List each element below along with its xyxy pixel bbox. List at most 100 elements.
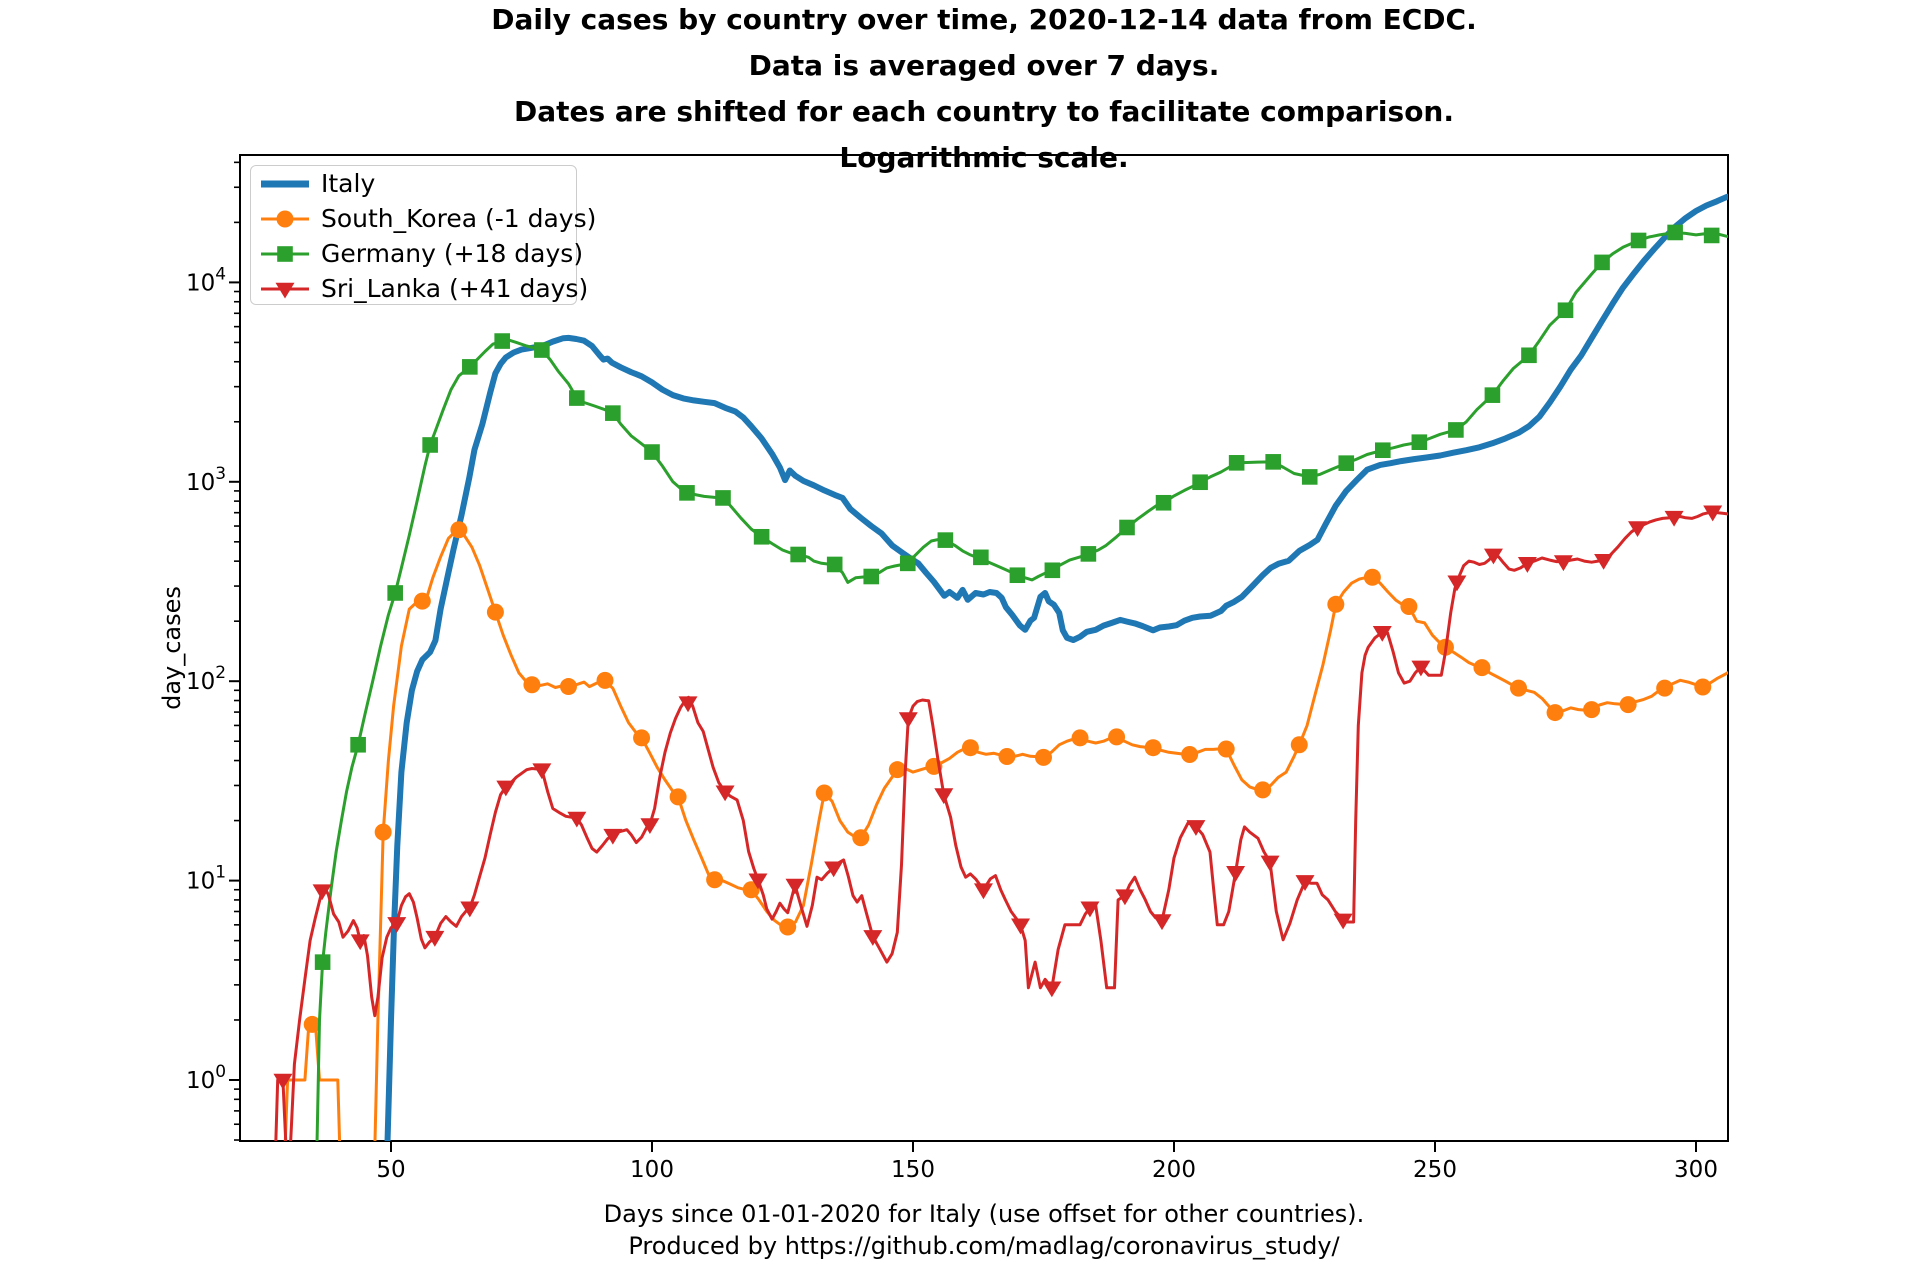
square-marker-icon [350,736,366,753]
circle-marker-icon [1217,740,1235,758]
x-tick-label: 250 [1413,1157,1457,1183]
legend-square-marker-icon [261,245,309,262]
square-marker-icon [1375,442,1391,459]
x-tick-label: 300 [1674,1157,1718,1183]
circle-marker-icon [1363,568,1381,586]
circle-marker-icon [1619,696,1637,714]
circle-marker-icon [779,918,797,936]
square-marker-icon [644,444,660,460]
plot-area [273,193,1728,1141]
page-title-line-4: Logarithmic scale. [839,141,1129,174]
y-axis-label: day_cases [158,586,186,710]
square-marker-icon [1411,434,1428,450]
triangle-down-marker-icon [1703,505,1723,522]
square-marker-icon [569,390,585,406]
square-marker-icon [1119,519,1135,536]
triangle-down-marker-icon [1372,625,1392,642]
y-tick-label: 102 [186,663,226,695]
series-line-italy [384,193,1728,1141]
square-marker-icon [899,555,916,572]
square-marker-icon [973,549,989,566]
square-marker-icon [422,437,438,453]
y-tick-label: 101 [186,863,226,895]
square-marker-icon [1557,302,1574,319]
legend-item-germany: Germany (+18 days) [259,236,583,271]
circle-marker-icon [1181,745,1199,763]
axis-ticks [229,161,1697,1152]
triangle-down-marker-icon [678,696,698,713]
circle-marker-icon [1035,748,1052,766]
legend-label: Italy [321,169,376,198]
square-marker-icon [1703,227,1720,244]
circle-marker-icon [486,603,504,621]
triangle-down-marker-icon [603,828,623,845]
triangle-down-marker-icon [532,763,552,780]
circle-marker-icon [815,784,833,802]
square-marker-icon [387,585,403,601]
triangle-down-marker-icon [1483,548,1503,565]
x-axis-label-line-1: Days since 01-01-2020 for Italy (use off… [603,1200,1365,1228]
circle-marker-icon [1510,679,1528,697]
square-marker-icon [1265,454,1281,470]
triangle-down-marker-icon [312,884,332,901]
circle-marker-icon [1254,781,1272,799]
circle-marker-icon [998,748,1016,766]
triangle-down-marker-icon [1260,855,1280,872]
circle-marker-icon [852,829,870,847]
triangle-down-marker-icon [567,811,587,828]
circle-marker-icon [1656,679,1674,697]
circle-marker-icon [450,521,468,539]
triangle-down-marker-icon [898,712,918,729]
square-marker-icon [1630,232,1647,249]
series-line-south-korea-1-days [283,528,1728,1141]
triangle-down-marker-icon [1594,553,1614,570]
legend-line-icon [261,180,309,187]
series-markers-germany-18-days [314,224,1720,970]
series-markers-sri-lanka-41-days [273,505,1723,1090]
triangle-down-marker-icon [1664,510,1684,527]
triangle-down-marker-icon [1011,918,1031,935]
circle-marker-icon [1546,704,1564,722]
circle-marker-icon [413,592,431,610]
triangle-down-marker-icon [785,878,805,895]
legend-label: Sri_Lanka (+41 days) [321,274,589,303]
chart-title: Daily cases by country over time, 2020-1… [240,0,1728,181]
circle-marker-icon [669,788,687,806]
triangle-down-marker-icon [1447,575,1467,592]
triangle-down-marker-icon [1226,866,1246,882]
circle-marker-icon [633,729,651,747]
triangle-down-marker-icon [460,901,480,918]
triangle-down-marker-icon [863,930,883,946]
circle-marker-icon [1290,736,1308,754]
circle-marker-icon [1144,739,1162,757]
circle-marker-icon [1400,597,1418,615]
axis-tick-labels: 50 100 150 200 250 300 100 101 102 103 104 [186,264,1718,1183]
x-tick-label: 200 [1152,1157,1196,1183]
square-marker-icon [1338,455,1355,471]
circle-marker-icon [742,881,760,899]
circle-marker-icon [1108,728,1126,746]
square-marker-icon [1448,422,1464,438]
chart-legend: Italy South_Korea (-1 days) Germany (+18… [250,165,596,305]
circle-marker-icon [1583,701,1601,719]
square-marker-icon [937,532,954,548]
y-tick-label: 103 [186,464,226,496]
legend-label: Germany (+18 days) [321,239,584,268]
triangle-down-marker-icon [1042,981,1062,998]
x-tick-label: 150 [891,1157,935,1183]
circle-marker-icon [961,739,979,757]
square-marker-icon [1667,224,1683,241]
triangle-down-marker-icon [387,917,407,933]
x-tick-label: 100 [630,1157,674,1183]
triangle-down-marker-icon [1333,913,1353,930]
triangle-down-marker-icon [934,788,954,805]
circle-marker-icon [706,871,724,889]
triangle-down-marker-icon [715,785,735,802]
triangle-down-marker-icon [273,1073,293,1090]
triangle-down-marker-icon [350,934,370,951]
circle-marker-icon [374,823,392,841]
triangle-down-marker-icon [1152,914,1172,931]
x-axis-label: Days since 01-01-2020 for Italy (use off… [240,1198,1728,1262]
square-marker-icon [826,556,843,573]
